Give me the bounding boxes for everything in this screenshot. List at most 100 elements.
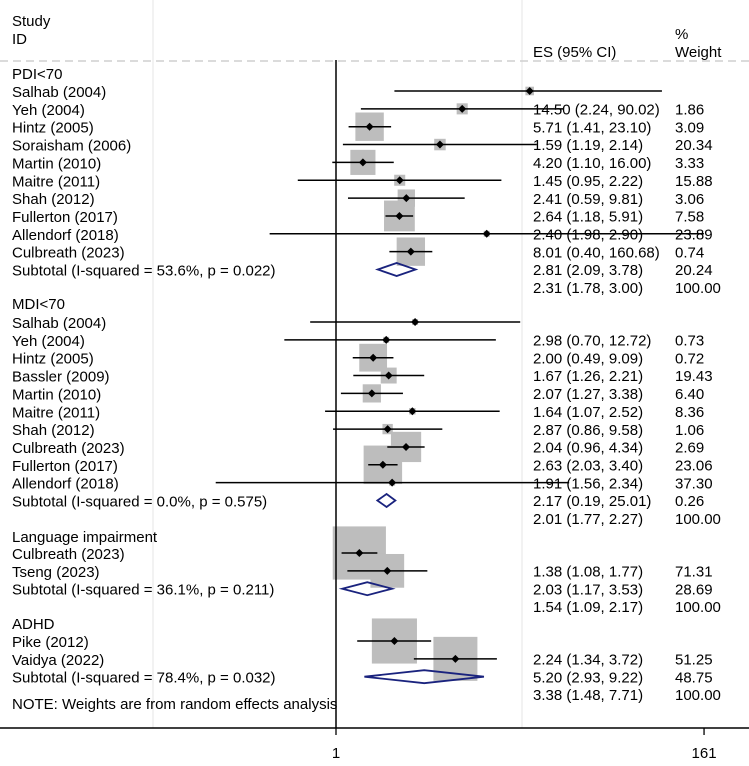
subtotal-label: Subtotal (I-squared = 0.0%, p = 0.575) [12, 494, 267, 511]
group-header-label: PDI<70 [12, 66, 62, 83]
header-study: Study [12, 13, 51, 30]
point-estimate [395, 211, 404, 220]
weight-label: 3.33 [675, 155, 704, 172]
weights-note: NOTE: Weights are from random effects an… [12, 696, 337, 713]
weight-label: 6.40 [675, 386, 704, 403]
point-estimates [355, 87, 534, 663]
es-label: 2.40 (1.98, 2.90) [533, 226, 643, 243]
header-es: ES (95% CI) [533, 44, 616, 61]
es-label: 5.71 (1.41, 23.10) [533, 119, 651, 136]
x-axis-tick-label: 161 [692, 745, 717, 762]
study-label: Yeh (2004) [12, 333, 85, 350]
point-estimate [365, 122, 374, 131]
point-estimate [406, 247, 415, 256]
header-weight: Weight [675, 44, 722, 61]
point-estimate [367, 389, 376, 398]
group-header-label: Language impairment [12, 529, 158, 546]
es-label: 4.20 (1.10, 16.00) [533, 155, 651, 172]
weight-label: 48.75 [675, 669, 713, 686]
point-estimate [402, 194, 411, 203]
vertical-grid [152, 0, 523, 728]
study-label: Shah (2012) [12, 191, 95, 208]
study-label: Pike (2012) [12, 634, 89, 651]
subtotal-weight-label: 100.00 [675, 599, 721, 616]
es-label: 2.98 (0.70, 12.72) [533, 333, 651, 350]
weight-label: 8.36 [675, 404, 704, 421]
x-axis-ticks: .006221161 [332, 728, 717, 762]
study-label: Soraisham (2006) [12, 138, 131, 155]
es-label: 1.67 (1.26, 2.21) [533, 368, 643, 385]
effect-size-labels: 14.50 (2.24, 90.02)5.71 (1.41, 23.10)1.5… [533, 102, 660, 705]
point-estimate [451, 654, 460, 663]
subtotal-label: Subtotal (I-squared = 78.4%, p = 0.032) [12, 670, 276, 687]
es-label: 1.59 (1.19, 2.14) [533, 137, 643, 154]
x-axis-tick-label: 1 [332, 745, 340, 762]
header-id: ID [12, 31, 27, 48]
study-label: Allendorf (2018) [12, 476, 119, 493]
study-label: Culbreath (2023) [12, 440, 125, 457]
es-label: 2.63 (2.03, 3.40) [533, 457, 643, 474]
es-label: 5.20 (2.93, 9.22) [533, 669, 643, 686]
study-label: Yeh (2004) [12, 102, 85, 119]
weight-label: 0.26 [675, 493, 704, 510]
es-label: 2.17 (0.19, 25.01) [533, 493, 651, 510]
es-label: 2.87 (0.86, 9.58) [533, 422, 643, 439]
es-label: 14.50 (2.24, 90.02) [533, 102, 660, 119]
es-label: 2.07 (1.27, 3.38) [533, 386, 643, 403]
study-label: Martin (2010) [12, 155, 101, 172]
column-headers: Study ID ES (95% CI) % Weight [12, 13, 722, 61]
es-label: 1.45 (0.95, 2.22) [533, 173, 643, 190]
point-estimate [388, 478, 397, 487]
es-label: 2.03 (1.17, 3.53) [533, 581, 643, 598]
study-label: Hintz (2005) [12, 120, 94, 137]
weight-label: 3.06 [675, 191, 704, 208]
study-label: Culbreath (2023) [12, 546, 125, 563]
es-label: 2.81 (2.09, 3.78) [533, 262, 643, 279]
weight-boxes [332, 86, 534, 681]
weight-label: 1.86 [675, 102, 704, 119]
weight-label: 1.06 [675, 422, 704, 439]
es-label: 1.38 (1.08, 1.77) [533, 564, 643, 581]
es-label: 1.64 (1.07, 2.52) [533, 404, 643, 421]
subtotal-es-label: 2.01 (1.77, 2.27) [533, 511, 643, 528]
point-estimate [358, 158, 367, 167]
subtotal-es-label: 1.54 (1.09, 2.17) [533, 599, 643, 616]
subtotal-weight-label: 100.00 [675, 280, 721, 297]
study-label: Martin (2010) [12, 386, 101, 403]
es-label: 2.24 (1.34, 3.72) [533, 652, 643, 669]
point-estimate [435, 140, 444, 149]
study-label: Maitre (2011) [12, 173, 100, 190]
study-label: Fullerton (2017) [12, 209, 118, 226]
weight-label: 51.25 [675, 652, 713, 669]
weight-label: 0.74 [675, 244, 704, 261]
weight-label: 15.88 [675, 173, 713, 190]
point-estimate [395, 176, 404, 185]
study-label: Shah (2012) [12, 422, 95, 439]
weight-label: 20.34 [675, 137, 713, 154]
weight-label: 0.73 [675, 333, 704, 350]
weight-labels: 1.863.0920.343.3315.883.067.5823.890.742… [675, 102, 721, 705]
weight-label: 3.09 [675, 119, 704, 136]
subtotal-label: Subtotal (I-squared = 53.6%, p = 0.022) [12, 263, 276, 280]
weight-label: 19.43 [675, 368, 713, 385]
es-label: 2.64 (1.18, 5.91) [533, 209, 643, 226]
study-label: Fullerton (2017) [12, 458, 118, 475]
weight-label: 28.69 [675, 581, 713, 598]
study-label: Hintz (2005) [12, 351, 94, 368]
es-label: 1.91 (1.56, 2.34) [533, 475, 643, 492]
subtotal-weight-label: 100.00 [675, 511, 721, 528]
study-label: Salhab (2004) [12, 315, 106, 332]
study-label: Salhab (2004) [12, 84, 106, 101]
point-estimate [390, 637, 399, 645]
point-estimate [411, 318, 420, 326]
point-estimate [382, 335, 391, 344]
point-estimate [525, 87, 534, 95]
header-percent: % [675, 26, 688, 43]
point-estimate [408, 407, 417, 416]
weight-label: 2.69 [675, 440, 704, 457]
subtotal-label: Subtotal (I-squared = 36.1%, p = 0.211) [12, 582, 274, 599]
study-label: Culbreath (2023) [12, 245, 125, 262]
point-estimate [355, 549, 364, 557]
